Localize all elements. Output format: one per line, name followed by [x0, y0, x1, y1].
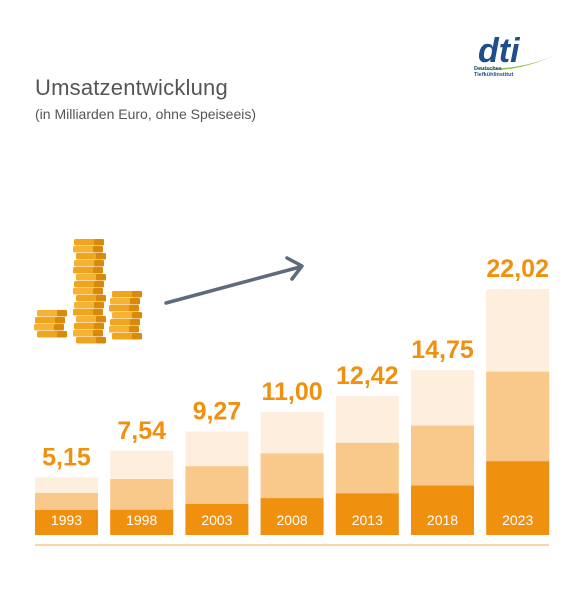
arrow-shaft	[164, 265, 302, 305]
coin-shade	[93, 330, 103, 337]
bar-segment-mid	[185, 466, 249, 504]
coin-shade	[94, 239, 104, 246]
value-label: 9,27	[193, 397, 242, 425]
chart-subtitle: (in Milliarden Euro, ohne Speiseeis)	[35, 106, 256, 122]
coin-shade	[132, 312, 142, 319]
logo-mark: dti	[478, 32, 521, 70]
bar-segment-dark	[335, 493, 399, 535]
coin-shade	[94, 260, 104, 267]
coin-shade	[55, 317, 65, 324]
coin-shade	[94, 281, 104, 288]
bar-segment-dark	[110, 509, 174, 535]
growth-arrow-icon	[164, 256, 304, 305]
bar-2023: 2023 22,02	[486, 255, 550, 535]
bar-1993: 1993 5,15	[35, 443, 98, 535]
year-label: 2018	[427, 512, 458, 528]
chart-title: Umsatzentwicklung	[35, 75, 228, 100]
coin-stack	[73, 239, 106, 344]
bar-segment-dark	[260, 498, 324, 535]
year-label: 1993	[51, 512, 82, 528]
bar-segment-dark	[35, 510, 98, 535]
year-label: 2003	[201, 512, 232, 528]
coin-shade	[96, 253, 106, 260]
arrow-head	[285, 256, 304, 281]
bar-segment-mid	[35, 493, 98, 510]
bar-series: 1993 5,15 1998 7,54 2003 9,27 2008 11,00 2013 12,…	[35, 255, 550, 535]
dti-logo-icon: dti	[472, 32, 558, 71]
coin-shade	[96, 295, 106, 302]
coin-shade	[94, 323, 104, 330]
coin-shade	[96, 316, 106, 323]
logo-line1: Deutsches	[474, 66, 502, 72]
coin-shade	[129, 326, 139, 333]
coin-shade	[93, 309, 103, 316]
value-label: 14,75	[411, 336, 474, 364]
coin-stacks-icon	[34, 239, 142, 344]
bar-2003: 2003 9,27	[185, 397, 249, 535]
coin-shade	[93, 246, 103, 253]
coin-shade	[57, 310, 67, 317]
coin-shade	[129, 305, 139, 312]
coin-shade	[130, 319, 140, 326]
coin-shade	[132, 291, 142, 298]
value-label: 11,00	[262, 378, 323, 406]
coin-shade	[132, 333, 142, 340]
bar-2008: 2008 11,00	[260, 378, 324, 535]
logo-caption: Deutsches Tiefkühlinstitut	[474, 66, 513, 78]
coin-shade	[57, 331, 67, 338]
value-label: 5,15	[42, 443, 91, 471]
bar-segment-mid	[486, 371, 550, 462]
year-label: 2008	[277, 512, 308, 528]
year-label: 2023	[502, 512, 533, 528]
value-label: 7,54	[117, 417, 166, 445]
bar-1998: 1998 7,54	[110, 417, 174, 535]
value-label: 22,02	[486, 255, 549, 283]
bar-segment-dark	[411, 485, 474, 535]
bar-segment-dark	[486, 461, 550, 535]
value-label: 12,42	[336, 362, 399, 390]
bar-segment-dark	[185, 503, 249, 535]
bar-2018: 2018 14,75	[411, 336, 474, 535]
logo-swoosh	[472, 54, 558, 71]
bar-2013: 2013 12,42	[335, 362, 399, 535]
year-label: 1998	[126, 512, 157, 528]
bar-segment-mid	[335, 442, 399, 494]
coin-shade	[96, 337, 106, 344]
coin-shade	[93, 288, 103, 295]
bar-segment-mid	[411, 425, 474, 486]
logo-line2: Tiefkühlinstitut	[474, 72, 514, 78]
coin-stack	[34, 310, 67, 338]
coin-shade	[96, 274, 106, 281]
coin-shade	[130, 298, 140, 305]
bar-segment-mid	[110, 479, 174, 510]
coin-shade	[94, 302, 104, 309]
year-label: 2013	[352, 512, 383, 528]
bar-segment-mid	[260, 453, 324, 499]
coin-shade	[54, 324, 64, 331]
coin-shade	[93, 267, 103, 274]
coin-stack	[109, 291, 142, 340]
